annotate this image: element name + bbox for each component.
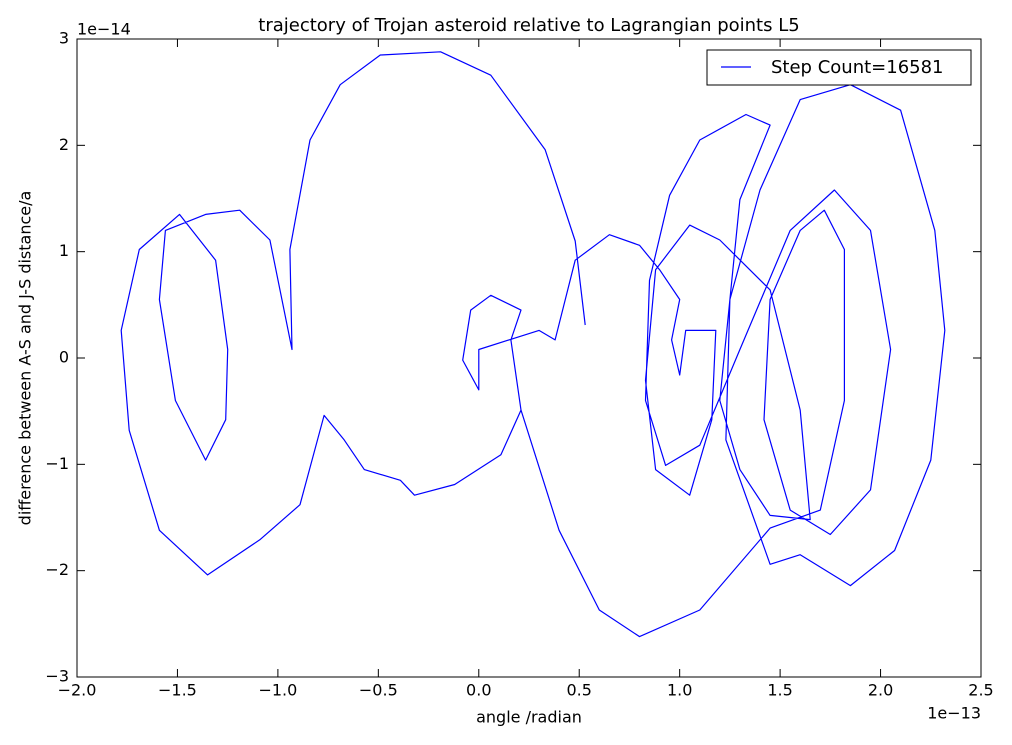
y-tick-label: −2 (45, 560, 69, 579)
y-axis-label: difference between A-S and J-S distance/… (16, 191, 35, 526)
x-tick-label: 0.5 (566, 681, 591, 700)
x-tick-label: −2.0 (58, 681, 97, 700)
y-tick-label: −3 (45, 667, 69, 686)
legend-label: Step Count=16581 (771, 57, 944, 78)
y-offset: 1e−14 (77, 20, 131, 39)
y-tick-label: 1 (59, 241, 69, 260)
y-tick-label: 2 (59, 135, 69, 154)
y-tick-label: 3 (59, 29, 69, 48)
x-tick-label: 1.0 (667, 681, 692, 700)
x-tick-label: −0.5 (359, 681, 398, 700)
y-tick-label: 0 (59, 348, 69, 367)
x-tick-label: 1.5 (767, 681, 792, 700)
x-tick-label: −1.5 (158, 681, 197, 700)
trajectory-line (120, 51, 946, 638)
y-tick-label: −1 (45, 454, 69, 473)
x-tick-label: 0.0 (466, 681, 491, 700)
x-tick-label: 2.0 (868, 681, 893, 700)
x-offset: 1e−13 (927, 704, 981, 723)
chart-title: trajectory of Trojan asteroid relative t… (258, 15, 799, 36)
x-axis-label: angle /radian (476, 708, 582, 727)
x-tick-label: −1.0 (258, 681, 297, 700)
x-tick-label: 2.5 (968, 681, 993, 700)
plot-frame (76, 38, 982, 678)
